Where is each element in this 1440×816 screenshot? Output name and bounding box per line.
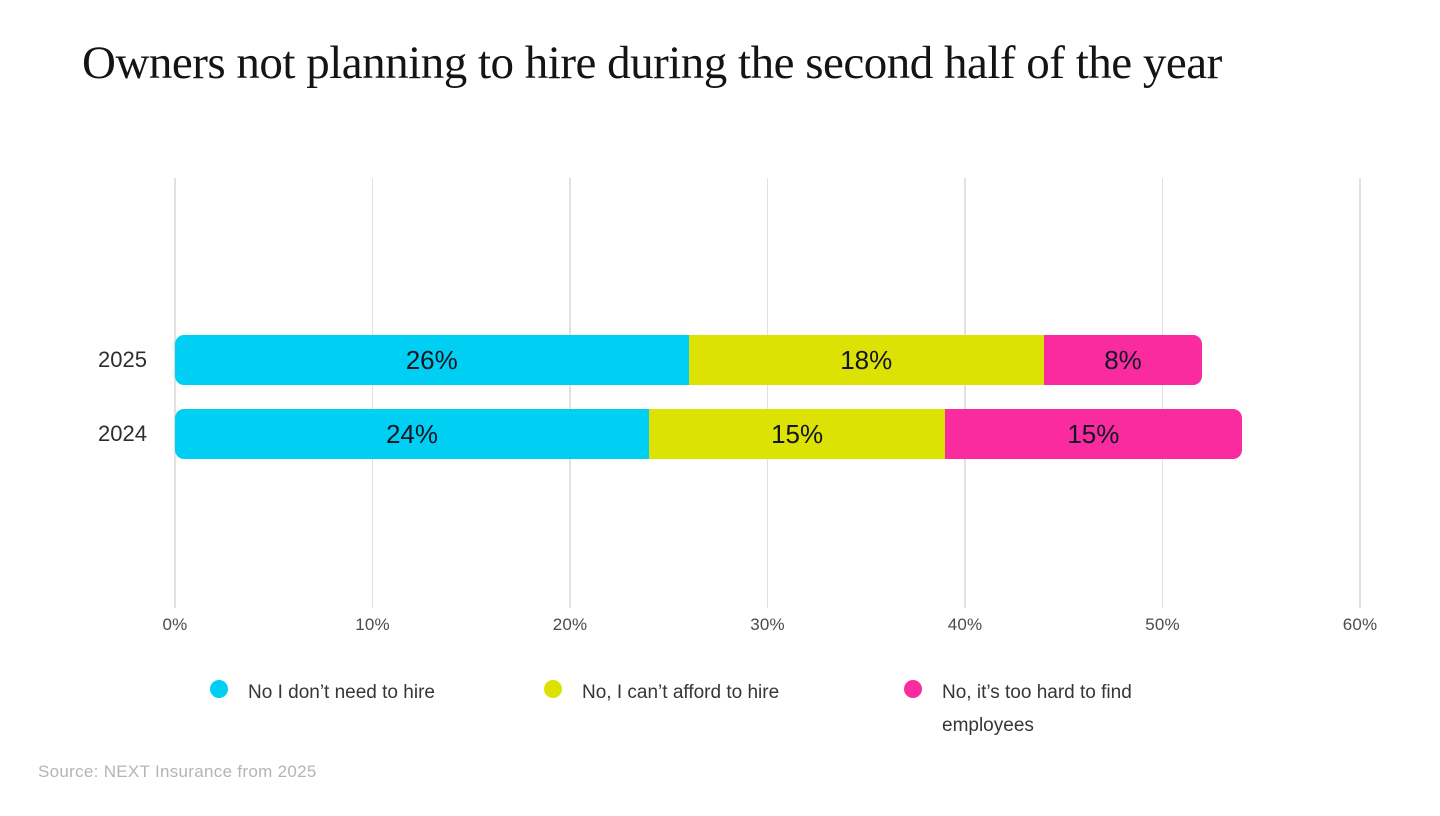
gridline [569,178,571,608]
bar-segment: 26% [175,335,689,385]
x-axis-tick-label: 20% [552,615,588,634]
x-axis-tick-label: 10% [355,615,390,634]
category-label: 2024 [98,421,147,446]
legend-item: No, it’s too hard to find employees [904,676,1174,743]
bar-segment: 15% [945,409,1242,459]
gridline [766,178,769,608]
x-axis-tick-label: 60% [1342,615,1378,634]
x-axis-tick-label: 40% [947,615,983,634]
bar-segment: 24% [175,409,649,459]
legend: No I don’t need to hire No, I can’t affor… [0,676,1440,766]
gridline [174,178,176,608]
bar-segment: 8% [1044,335,1202,385]
bar-row-2024: 2024 24% 15% 15% [98,409,1360,459]
legend-item: No, I can’t afford to hire [544,676,779,709]
legend-dot-icon [904,680,922,698]
chart-title: Owners not planning to hire during the s… [82,37,1222,89]
gridline [1359,178,1361,608]
legend-label: No, I can’t afford to hire [582,682,780,703]
legend-label: No, it’s too hard to find employees [942,682,1132,737]
legend-dot-icon [210,680,228,698]
x-axis-tick-label: 30% [750,615,785,634]
gridline [964,178,966,608]
x-axis-tick-label: 50% [1145,615,1180,634]
plot-area: 0% 10% 20% 30% 40% 50% 60% 2025 26% 18% 8% 2024 24% 1… [98,178,1377,634]
legend-label: No I don’t need to hire [248,682,435,703]
legend-dot-icon [544,680,562,698]
category-label: 2025 [98,347,147,372]
bar-segment: 18% [688,335,1044,385]
gridline [371,178,374,608]
source-note: Source: NEXT Insurance from 2025 [38,762,317,781]
gridline [1161,178,1164,608]
legend-item: No I don’t need to hire [210,676,435,709]
bar-segment: 15% [649,409,946,459]
bar-row-2025: 2025 26% 18% 8% [98,335,1360,385]
x-axis-tick-label: 0% [162,615,188,634]
